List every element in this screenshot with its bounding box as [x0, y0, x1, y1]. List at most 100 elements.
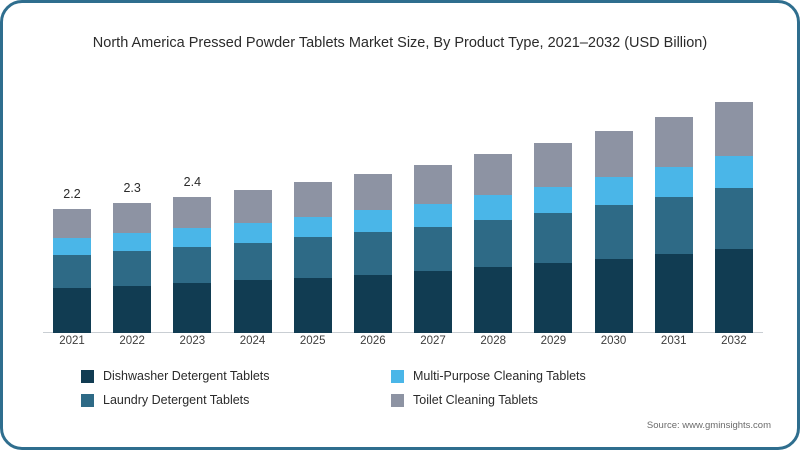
bar-group: 2.2 2.3 2.4	[43, 73, 763, 333]
source-label: Source: www.gminsights.com	[646, 420, 771, 431]
x-tick-label: 2023	[179, 335, 206, 347]
bar-segment	[53, 238, 91, 256]
legend-item[interactable]: Multi-Purpose Cleaning Tablets	[391, 369, 701, 383]
stacked-bar	[534, 143, 573, 333]
x-tick-label: 2022	[119, 335, 145, 347]
bar-segment	[173, 197, 212, 229]
bar-segment	[293, 182, 332, 217]
bar-column	[410, 73, 456, 333]
bar-segment	[353, 174, 392, 211]
legend-item[interactable]: Toilet Cleaning Tablets	[391, 393, 701, 407]
bar-segment	[414, 203, 453, 227]
legend-label: Laundry Detergent Tablets	[103, 393, 250, 407]
bar-column	[230, 73, 276, 333]
bar-segment	[113, 285, 152, 333]
bar-column	[591, 73, 637, 333]
legend-item[interactable]: Dishwasher Detergent Tablets	[81, 369, 391, 383]
bar-segment	[654, 166, 693, 197]
bar-segment	[474, 267, 513, 333]
bar-segment	[594, 258, 633, 333]
bar-segment	[293, 277, 332, 333]
bar-segment	[353, 232, 392, 275]
bar-segment	[654, 196, 693, 254]
bar-segment	[414, 226, 453, 272]
plot-area: 2.2 2.3 2.4	[43, 73, 763, 333]
bar-segment	[714, 187, 753, 249]
bar-column	[290, 73, 336, 333]
bar-segment	[173, 228, 212, 248]
bar-segment	[113, 251, 152, 286]
x-tick-label: 2021	[59, 335, 85, 347]
bar-column	[711, 73, 757, 333]
bar-segment	[594, 205, 633, 259]
legend-swatch-icon	[391, 393, 404, 407]
legend-label: Multi-Purpose Cleaning Tablets	[413, 369, 586, 383]
bar-segment	[714, 155, 753, 188]
stacked-bar	[714, 102, 753, 333]
bar-column	[651, 73, 697, 333]
x-axis-tick-labels: 2021 2022 2023 2024 2025 2026 2027 2028 2029 2030…	[43, 335, 763, 347]
bar-segment	[353, 210, 392, 233]
stacked-bar	[53, 208, 91, 333]
bar-segment	[654, 253, 693, 333]
bar-segment	[534, 213, 573, 264]
stacked-bar	[414, 165, 453, 333]
stacked-bar	[474, 154, 513, 333]
bar-segment	[173, 283, 212, 333]
bar-segment	[293, 237, 332, 278]
bar-segment	[293, 216, 332, 238]
x-tick-label: 2029	[540, 335, 567, 347]
bar-segment	[353, 274, 392, 333]
bar-segment	[474, 154, 513, 196]
bar-segment	[53, 208, 91, 239]
bar-column	[530, 73, 576, 333]
bar-segment	[53, 287, 91, 333]
stacked-bar	[113, 203, 152, 333]
x-axis-line	[43, 332, 763, 333]
bar-segment	[534, 143, 573, 187]
bar-segment	[53, 255, 91, 288]
x-tick-label: 2028	[480, 335, 506, 347]
bar-segment	[714, 248, 753, 333]
legend-swatch-icon	[81, 393, 94, 407]
bar-segment	[414, 271, 453, 333]
bar-column: 2.3	[109, 73, 155, 333]
legend-label: Toilet Cleaning Tablets	[413, 393, 538, 407]
bar-segment	[654, 117, 693, 167]
bar-segment	[474, 195, 513, 220]
bar-column	[350, 73, 396, 333]
legend-label: Dishwasher Detergent Tablets	[103, 369, 270, 383]
legend-swatch-icon	[391, 369, 404, 383]
bar-segment	[474, 219, 513, 268]
bar-segment	[414, 165, 453, 204]
stacked-bar	[233, 190, 272, 333]
bar-segment	[113, 232, 152, 252]
bar-segment	[714, 102, 753, 156]
bar-value-label: 2.4	[183, 175, 202, 190]
stacked-bar	[353, 174, 392, 333]
bar-segment	[113, 203, 152, 233]
bar-segment	[594, 177, 633, 206]
bar-segment	[233, 280, 272, 333]
legend-item[interactable]: Laundry Detergent Tablets	[81, 393, 391, 407]
x-tick-label: 2027	[420, 335, 446, 347]
bar-segment	[233, 190, 272, 223]
bar-column: 2.2	[49, 73, 95, 333]
x-tick-label: 2026	[360, 335, 386, 347]
x-tick-label: 2031	[660, 335, 687, 347]
bar-segment	[534, 263, 573, 333]
x-tick-label: 2024	[239, 335, 266, 347]
bar-segment	[233, 242, 272, 281]
stacked-bar	[654, 117, 693, 333]
chart-legend: Dishwasher Detergent Tablets Multi-Purpos…	[81, 369, 701, 417]
bar-column: 2.4	[169, 73, 215, 333]
bar-segment	[233, 222, 272, 243]
x-tick-label: 2030	[600, 335, 627, 347]
bar-value-label: 2.2	[63, 186, 81, 201]
bar-column	[470, 73, 516, 333]
stacked-bar	[293, 182, 332, 333]
bar-segment	[534, 186, 573, 214]
chart-title: North America Pressed Powder Tablets Mar…	[92, 35, 708, 51]
x-tick-label: 2025	[299, 335, 326, 347]
